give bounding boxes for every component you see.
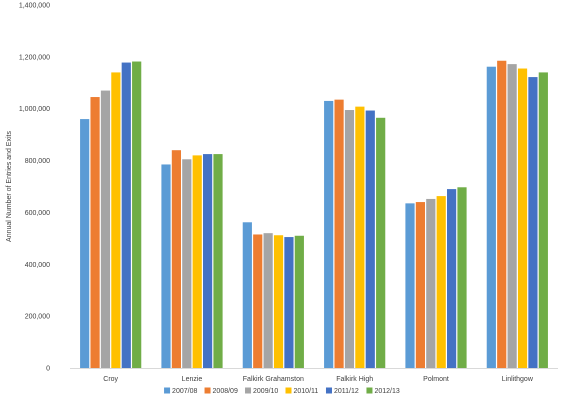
- x-tick-label: Falkirk High: [336, 376, 373, 383]
- bars: [80, 60, 548, 369]
- x-tick-label: Falkirk Grahamston: [243, 376, 304, 383]
- bar: [294, 235, 304, 368]
- bar: [334, 99, 344, 368]
- x-tick-label: Polmont: [423, 376, 449, 383]
- bar: [111, 72, 121, 369]
- legend-label: 2010/11: [294, 388, 319, 395]
- y-axis: 0 200,000 400,000 600,000 800,000 1,000,000 1,…: [19, 3, 50, 373]
- legend-swatch: [204, 387, 211, 394]
- legend: 2007/08 2008/09 2009/10 2010/11 2011/12 2012/…: [164, 387, 400, 395]
- bar: [80, 119, 90, 368]
- x-tick-label: Croy: [103, 376, 118, 383]
- y-tick-label: 1,000,000: [19, 106, 50, 113]
- bar: [528, 77, 538, 369]
- legend-label: 2011/12: [334, 388, 359, 395]
- bar: [192, 155, 202, 368]
- bar: [486, 66, 496, 369]
- y-tick-label: 800,000: [25, 158, 50, 165]
- bar: [344, 110, 355, 368]
- bar: [100, 90, 111, 369]
- bar: [538, 72, 548, 369]
- bar: [161, 164, 171, 368]
- bar: [507, 64, 517, 369]
- y-axis-label: Annual Number of Entries and Exits: [6, 131, 13, 242]
- y-tick-label: 1,400,000: [19, 3, 50, 10]
- x-tick-label: Lenzie: [182, 376, 203, 383]
- bar: [203, 154, 213, 368]
- legend-swatch: [325, 387, 332, 394]
- legend-swatch: [366, 387, 373, 394]
- bar: [517, 68, 528, 369]
- bar: [405, 203, 415, 368]
- bar: [447, 189, 457, 368]
- bar: [263, 233, 273, 368]
- bar: [171, 150, 181, 368]
- legend-label: 2008/09: [213, 388, 238, 395]
- bar: [182, 159, 192, 368]
- bar: [242, 222, 252, 368]
- bar: [415, 202, 425, 368]
- bar: [121, 62, 131, 368]
- legend-swatch: [164, 387, 171, 394]
- legend-label: 2012/13: [374, 388, 399, 395]
- y-tick-label: 200,000: [25, 314, 50, 321]
- y-tick-label: 1,200,000: [19, 54, 50, 61]
- bar: [324, 100, 334, 368]
- bar: [253, 234, 263, 368]
- bar: [132, 61, 142, 368]
- bar: [426, 198, 436, 368]
- legend-label: 2009/10: [253, 388, 278, 395]
- x-tick-label: Linlithgow: [502, 376, 534, 383]
- y-tick-label: 600,000: [25, 210, 50, 217]
- bar: [213, 154, 223, 368]
- bar: [497, 60, 507, 368]
- bar: [273, 235, 284, 368]
- bar: [457, 187, 467, 368]
- x-axis: Croy Lenzie Falkirk Grahamston Falkirk High…: [70, 368, 558, 383]
- bar: [376, 117, 386, 369]
- bar: [436, 196, 446, 368]
- legend-swatch: [245, 387, 252, 394]
- legend-swatch: [285, 387, 292, 394]
- y-tick-label: 400,000: [25, 262, 50, 269]
- bar: [365, 110, 375, 368]
- bar: [284, 237, 294, 368]
- bar: [90, 97, 100, 369]
- y-tick-label: 0: [46, 366, 50, 373]
- legend-label: 2007/08: [172, 388, 197, 395]
- bar: [355, 106, 365, 368]
